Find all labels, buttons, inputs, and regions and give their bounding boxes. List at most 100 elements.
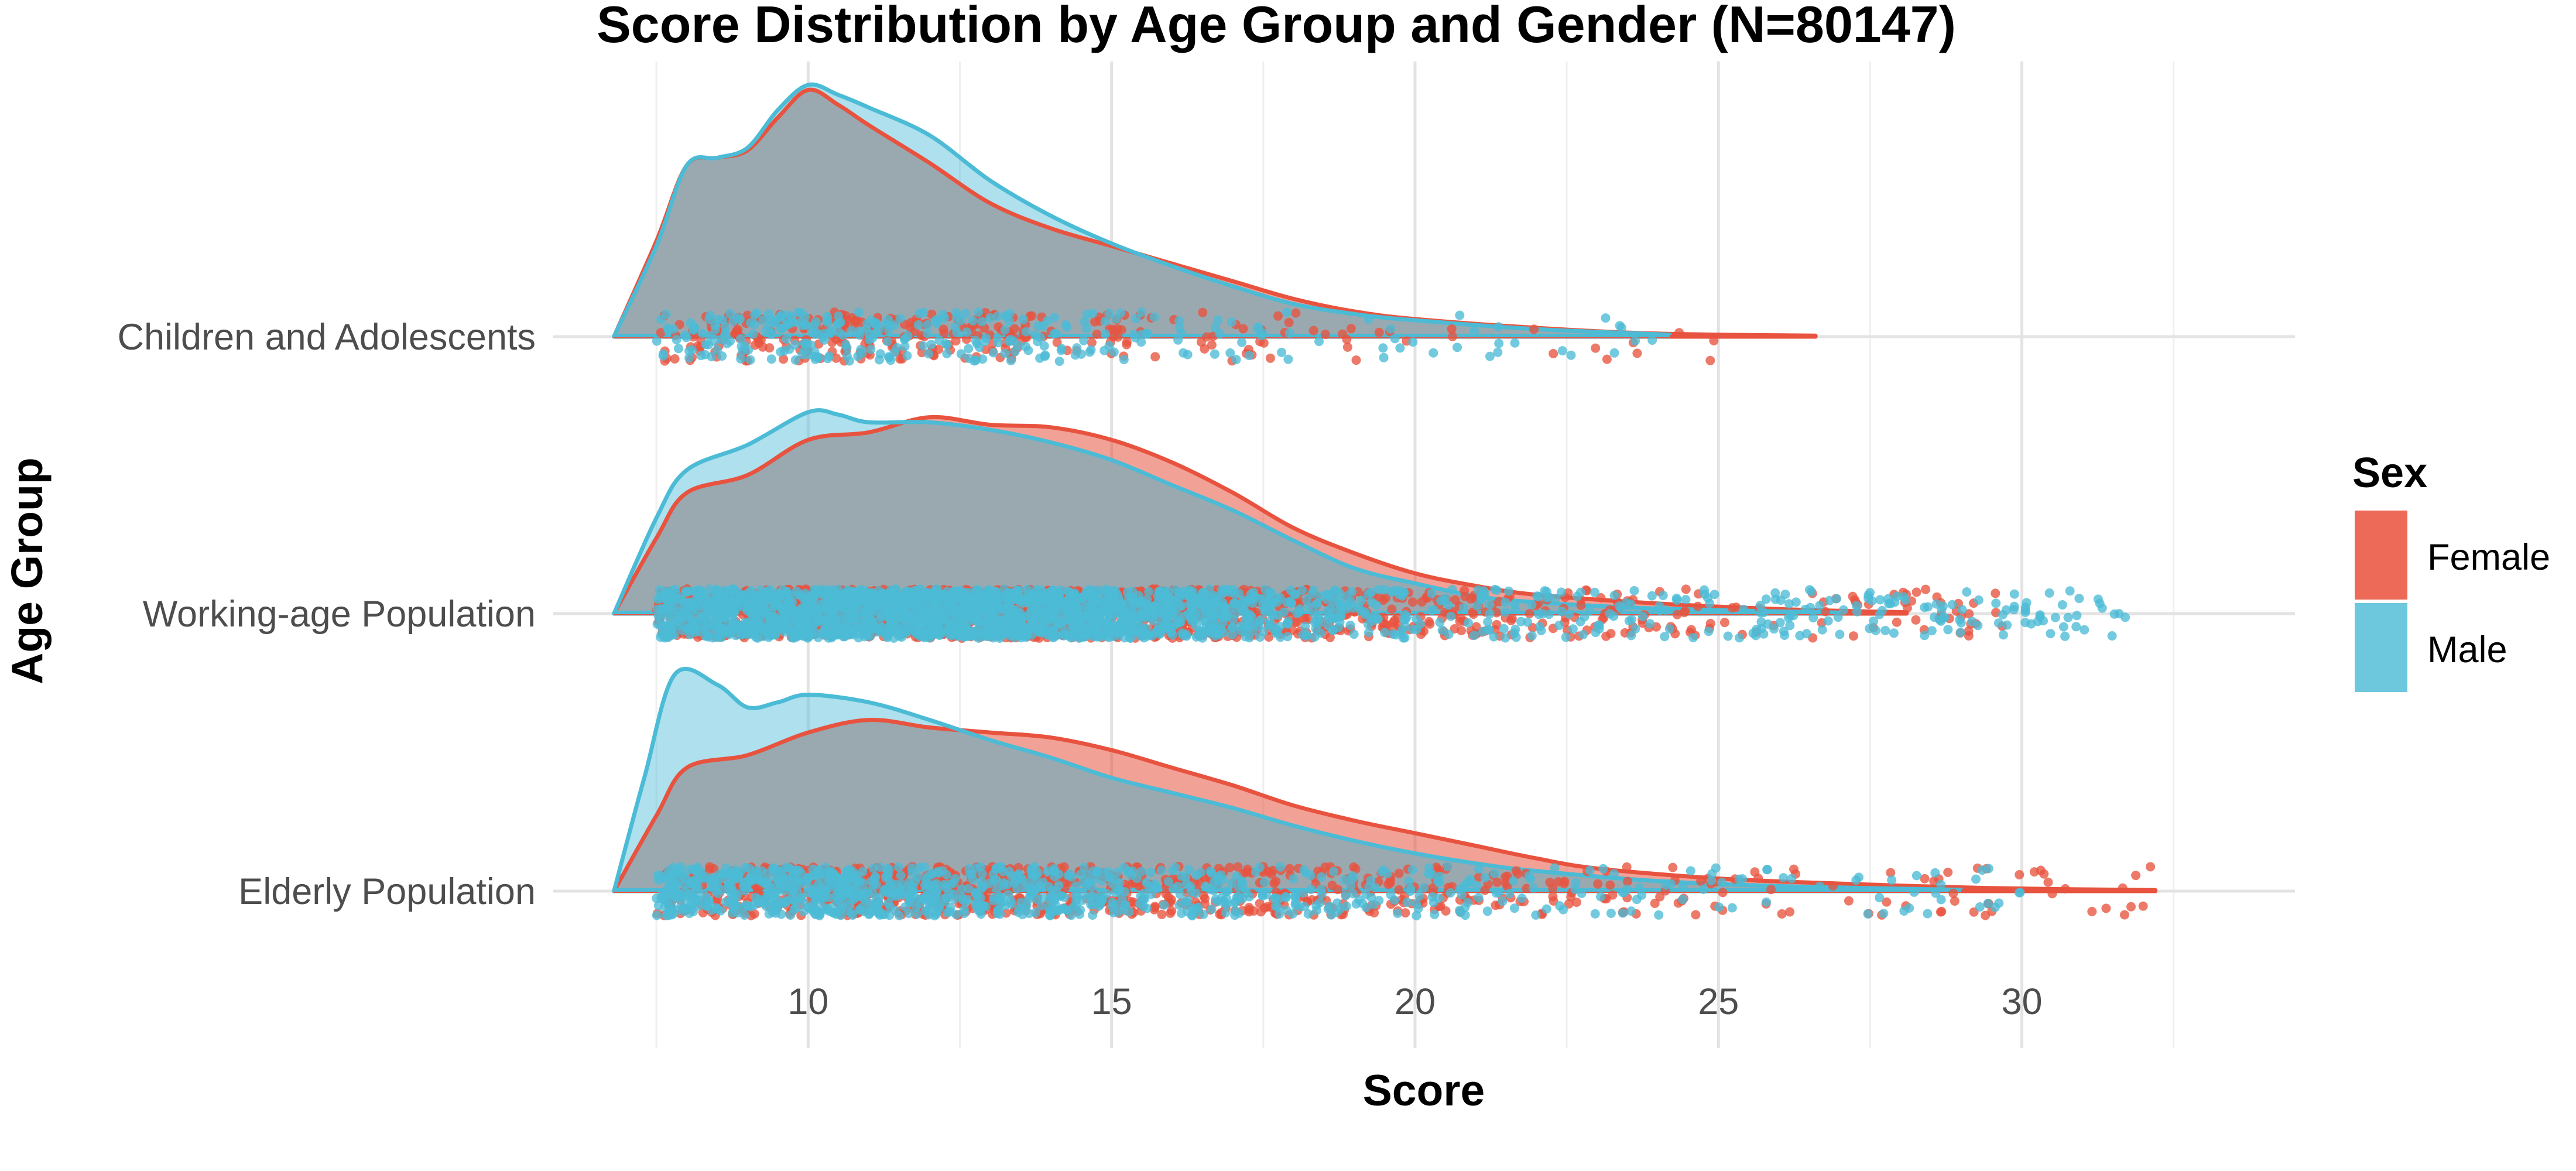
data-point	[712, 345, 722, 355]
data-point	[1844, 896, 1854, 906]
data-point	[942, 340, 952, 350]
data-point	[725, 309, 735, 319]
data-point	[1161, 889, 1171, 899]
data-point	[1848, 631, 1858, 641]
data-point	[652, 336, 662, 346]
data-point	[914, 611, 924, 621]
data-point	[2107, 631, 2117, 641]
data-point	[1630, 624, 1640, 634]
data-point	[1076, 349, 1086, 359]
data-point	[2146, 862, 2156, 872]
data-point	[1974, 595, 1984, 605]
data-point	[951, 336, 961, 346]
data-point	[750, 310, 760, 320]
data-point	[1000, 325, 1010, 335]
data-point	[847, 326, 857, 335]
data-point	[1308, 326, 1318, 335]
data-point	[1892, 617, 1902, 627]
data-point	[1938, 601, 1948, 611]
data-point	[1035, 333, 1045, 343]
data-point	[736, 354, 746, 364]
data-point	[1345, 620, 1355, 630]
data-point	[1718, 888, 1728, 898]
data-point	[1234, 588, 1244, 598]
data-point	[1832, 594, 1841, 604]
data-point	[1492, 877, 1502, 887]
data-point	[1688, 633, 1698, 642]
data-point	[1875, 595, 1885, 605]
jitter-points	[652, 307, 2156, 920]
data-point	[2043, 877, 2053, 887]
data-point	[1374, 593, 1384, 602]
data-point	[1116, 308, 1126, 318]
data-point	[1686, 625, 1696, 635]
data-point	[1902, 603, 1912, 613]
data-point	[1400, 610, 1410, 619]
data-point	[1998, 610, 2008, 619]
data-point	[1255, 899, 1265, 908]
data-point	[931, 584, 941, 594]
data-point	[1412, 614, 1421, 624]
data-point	[1284, 864, 1294, 874]
data-point	[1501, 872, 1510, 882]
data-point	[1815, 601, 1825, 611]
data-point	[985, 313, 995, 323]
data-point	[853, 351, 863, 361]
data-point	[751, 591, 761, 600]
data-point	[1991, 588, 2000, 598]
data-point	[1704, 626, 1714, 636]
data-point	[1119, 355, 1129, 365]
data-point	[971, 355, 981, 365]
data-point	[902, 351, 912, 361]
data-point	[1291, 308, 1301, 318]
data-point	[1503, 586, 1513, 596]
data-point	[1379, 352, 1389, 362]
data-point	[2002, 620, 2012, 630]
data-point	[1125, 613, 1135, 623]
data-point	[913, 320, 923, 330]
data-point	[1511, 632, 1521, 642]
data-point	[1544, 610, 1554, 619]
data-point	[1450, 624, 1460, 634]
data-point	[1835, 629, 1845, 639]
data-point	[1027, 624, 1037, 633]
data-point	[1439, 595, 1449, 605]
data-point	[1510, 338, 1520, 348]
data-point	[1210, 349, 1220, 359]
data-point	[766, 329, 776, 339]
data-point	[782, 334, 792, 344]
data-point	[1429, 348, 1438, 358]
data-point	[868, 333, 878, 343]
data-point	[1079, 335, 1089, 345]
data-point	[1727, 603, 1737, 613]
data-point	[1865, 588, 1875, 598]
data-point	[892, 343, 902, 352]
data-point	[746, 910, 756, 920]
data-point	[1272, 625, 1282, 635]
data-point	[1025, 592, 1035, 601]
data-point	[797, 350, 807, 359]
data-point	[1174, 323, 1184, 333]
data-point	[1886, 868, 1896, 878]
data-point	[763, 309, 773, 319]
data-point	[1920, 631, 1930, 641]
data-point	[1499, 624, 1509, 634]
data-point	[1364, 628, 1373, 638]
data-point	[1632, 348, 1642, 358]
data-point	[1851, 601, 1861, 611]
data-point	[789, 605, 799, 615]
data-point	[2047, 889, 2057, 899]
data-point	[770, 316, 780, 326]
data-point	[965, 594, 975, 604]
data-point	[1309, 609, 1319, 619]
data-point	[745, 318, 755, 328]
data-point	[974, 307, 984, 317]
data-point	[1167, 906, 1177, 916]
data-point	[1492, 619, 1502, 629]
data-point	[1144, 587, 1154, 597]
data-point	[1109, 331, 1119, 341]
data-point	[1650, 898, 1660, 908]
data-point	[1265, 353, 1275, 363]
data-point	[1647, 591, 1657, 601]
data-point	[1314, 619, 1324, 629]
